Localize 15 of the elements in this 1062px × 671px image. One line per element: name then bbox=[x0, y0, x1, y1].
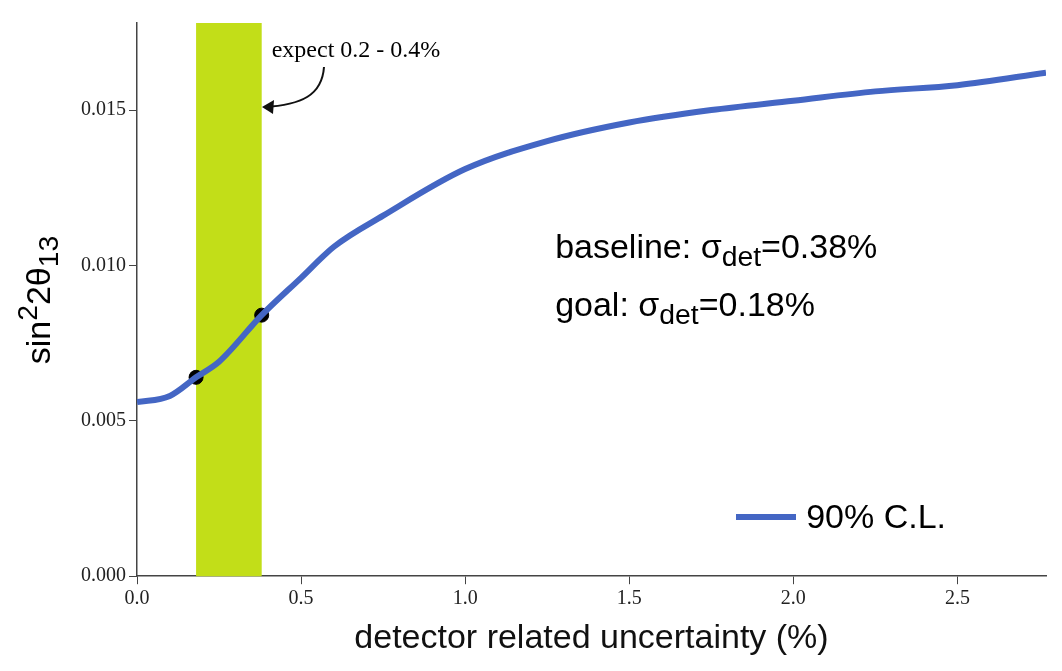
annotation: expect 0.2 - 0.4% bbox=[271, 35, 441, 63]
y-tick-label: 0.005 bbox=[81, 408, 126, 431]
x-tick-label: 0.0 bbox=[124, 586, 150, 609]
annotation: goal: σ$_{det}$=0.18% bbox=[555, 283, 816, 332]
x-axis-title: detector related uncertainty (%) bbox=[354, 616, 829, 655]
x-tick-label: 2.0 bbox=[780, 586, 806, 609]
x-tick-label: 1.5 bbox=[616, 586, 642, 609]
legend-label: 90% C.L. bbox=[806, 497, 946, 537]
x-tick-label: 1.0 bbox=[452, 586, 478, 609]
x-tick-label: 0.5 bbox=[288, 586, 314, 609]
annotation: baseline: σ$_{det}$=0.38% bbox=[555, 226, 878, 274]
y-tick-label: 0.000 bbox=[81, 563, 126, 586]
y-tick-label: 0.010 bbox=[81, 252, 126, 275]
y-tick-label: 0.015 bbox=[81, 97, 126, 120]
x-tick-label: 2.5 bbox=[944, 586, 970, 609]
